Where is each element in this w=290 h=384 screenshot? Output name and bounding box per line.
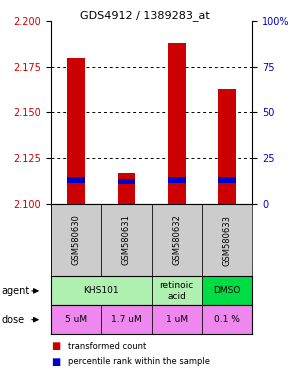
Text: 0.1 %: 0.1 % — [214, 315, 240, 324]
Text: transformed count: transformed count — [68, 342, 146, 351]
Text: GSM580631: GSM580631 — [122, 215, 131, 265]
Bar — [101, 305, 152, 334]
Bar — [218, 177, 236, 182]
Text: percentile rank within the sample: percentile rank within the sample — [68, 357, 210, 366]
Bar — [168, 177, 186, 182]
Bar — [51, 305, 101, 334]
Text: dose: dose — [1, 314, 25, 325]
Text: DMSO: DMSO — [213, 286, 241, 295]
Text: KHS101: KHS101 — [83, 286, 119, 295]
Bar — [202, 276, 252, 305]
Bar — [168, 43, 186, 204]
Text: GSM580630: GSM580630 — [71, 215, 80, 265]
Bar — [51, 276, 152, 305]
Bar — [117, 172, 135, 204]
Text: retinoic
acid: retinoic acid — [160, 281, 194, 301]
Bar — [67, 58, 85, 204]
Bar — [152, 204, 202, 276]
Text: ■: ■ — [51, 357, 60, 367]
Text: ■: ■ — [51, 341, 60, 351]
Bar — [152, 276, 202, 305]
Bar — [117, 179, 135, 184]
Text: 1 uM: 1 uM — [166, 315, 188, 324]
Bar — [152, 305, 202, 334]
Text: 5 uM: 5 uM — [65, 315, 87, 324]
Bar — [202, 204, 252, 276]
Text: 1.7 uM: 1.7 uM — [111, 315, 142, 324]
Bar — [218, 89, 236, 204]
Bar — [101, 204, 152, 276]
Bar — [67, 177, 85, 182]
Text: GSM580633: GSM580633 — [223, 215, 232, 265]
Text: GDS4912 / 1389283_at: GDS4912 / 1389283_at — [80, 10, 210, 20]
Text: agent: agent — [1, 286, 30, 296]
Bar — [202, 305, 252, 334]
Bar — [51, 204, 101, 276]
Text: GSM580632: GSM580632 — [172, 215, 181, 265]
